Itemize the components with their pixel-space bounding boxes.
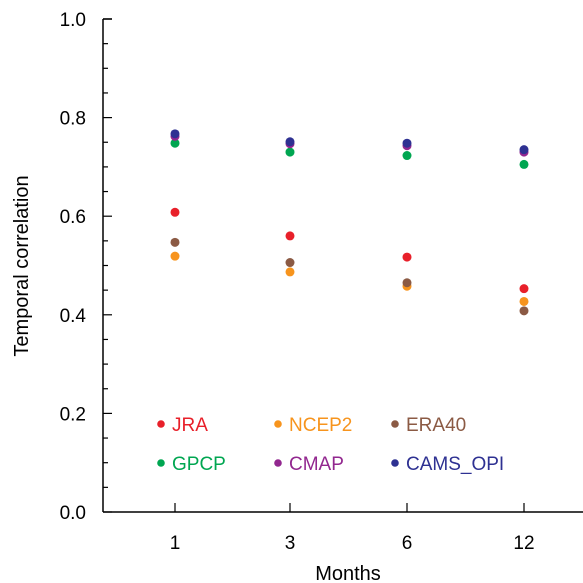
- y-tick-label: 0.6: [60, 207, 86, 228]
- point-cams-opi: [519, 145, 529, 155]
- y-tick-label: 1.0: [60, 10, 86, 31]
- legend-marker: [391, 420, 399, 428]
- x-tick-label: 12: [513, 533, 534, 554]
- x-tick-label: 6: [402, 533, 413, 554]
- point-jra: [285, 231, 295, 241]
- point-era40: [170, 237, 180, 247]
- legend-marker: [157, 459, 165, 467]
- y-tick-label: 0.4: [60, 306, 87, 327]
- x-axis: 1 3 6 12: [170, 503, 535, 554]
- legend-label: JRA: [172, 415, 208, 436]
- legend-label: CAMS_OPI: [406, 454, 504, 475]
- x-tick-label: 3: [285, 533, 296, 554]
- point-ncep2: [170, 251, 180, 261]
- point-ncep2: [285, 267, 295, 277]
- point-jra: [402, 252, 412, 262]
- y-tick-label: 0.0: [60, 503, 86, 524]
- point-era40: [519, 306, 529, 316]
- point-era40: [402, 278, 412, 288]
- legend-marker: [274, 420, 282, 428]
- legend-marker: [391, 459, 399, 467]
- legend-label: ERA40: [406, 415, 466, 436]
- point-gpcp: [170, 138, 180, 148]
- y-axis-label: Temporal correlation: [11, 175, 33, 356]
- data-points: [170, 129, 529, 316]
- y-tick-label: 0.8: [60, 109, 86, 130]
- legend-label: NCEP2: [289, 415, 352, 436]
- x-axis-label: Months: [315, 563, 381, 583]
- point-cams-opi: [402, 138, 412, 148]
- point-gpcp: [519, 159, 529, 169]
- point-era40: [285, 258, 295, 268]
- legend-marker: [274, 459, 282, 467]
- point-gpcp: [402, 151, 412, 161]
- point-gpcp: [285, 147, 295, 157]
- point-ncep2: [519, 296, 529, 306]
- y-tick-label: 0.2: [60, 404, 86, 425]
- legend-marker: [157, 420, 165, 428]
- legend: JRA NCEP2 ERA40 GPCP CMAP CAMS_OPI: [157, 415, 504, 475]
- point-cams-opi: [170, 129, 180, 139]
- legend-label: CMAP: [289, 454, 344, 475]
- legend-label: GPCP: [172, 454, 226, 475]
- point-cams-opi: [285, 137, 295, 147]
- point-jra: [519, 284, 529, 294]
- y-axis: 0.0 0.2 0.4 0.6 0.8 1.0: [60, 10, 112, 524]
- point-jra: [170, 207, 180, 217]
- x-tick-label: 1: [170, 533, 181, 554]
- plot-frame: [102, 18, 583, 513]
